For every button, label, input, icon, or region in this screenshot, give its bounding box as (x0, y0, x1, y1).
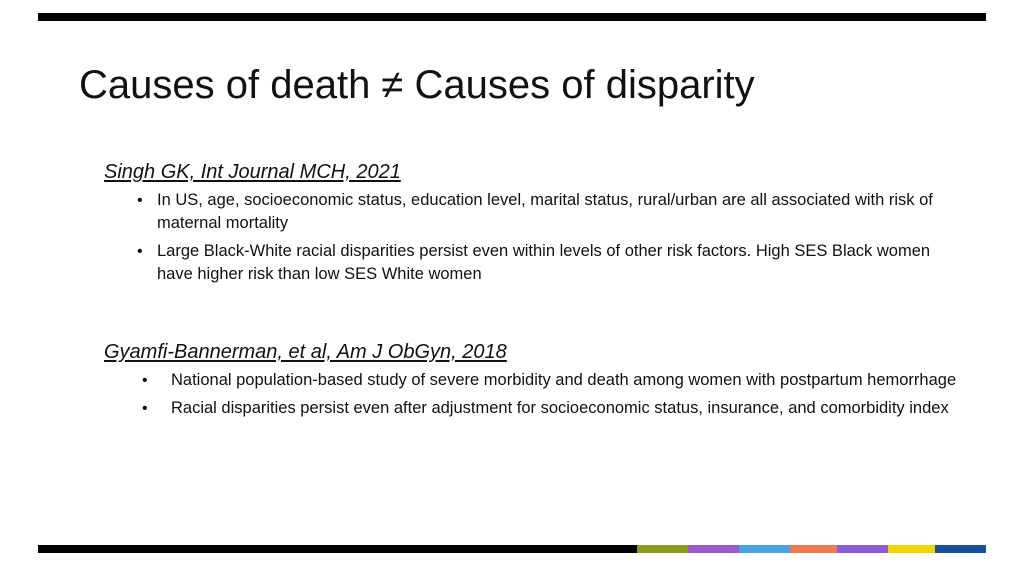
bottom-bar-color-segment (688, 545, 739, 553)
slide-title: Causes of death ≠ Causes of disparity (79, 63, 755, 107)
reference-section-singh: Singh GK, Int Journal MCH, 2021 • In US,… (104, 159, 964, 291)
bullet-glyph: • (137, 243, 143, 260)
bullet-glyph: • (137, 192, 143, 209)
bullet-list-gyamfi: • National population-based study of sev… (104, 369, 964, 420)
top-rule (38, 13, 986, 21)
bullet-glyph: • (142, 400, 148, 417)
bullet-item: • In US, age, socioeconomic status, educ… (104, 189, 964, 235)
citation-singh: Singh GK, Int Journal MCH, 2021 (104, 161, 401, 183)
bullet-text: National population-based study of sever… (171, 371, 957, 389)
bottom-bar-color-segment (739, 545, 790, 553)
bullet-glyph: • (142, 372, 148, 389)
bullet-text: Racial disparities persist even after ad… (171, 399, 949, 417)
bullet-item: • National population-based study of sev… (104, 369, 964, 392)
bottom-bar-color-segment (888, 545, 935, 553)
bottom-bar-color-segment (790, 545, 837, 553)
bullet-text: In US, age, socioeconomic status, educat… (157, 191, 933, 232)
reference-section-gyamfi: Gyamfi-Bannerman, et al, Am J ObGyn, 201… (104, 339, 964, 425)
bullet-item: • Large Black-White racial disparities p… (104, 240, 964, 286)
bullet-list-singh: • In US, age, socioeconomic status, educ… (104, 189, 964, 286)
citation-gyamfi: Gyamfi-Bannerman, et al, Am J ObGyn, 201… (104, 341, 507, 363)
bottom-bar-black-segment (38, 545, 637, 553)
bottom-bar-color-segment (837, 545, 888, 553)
bottom-bar-color-segment (637, 545, 688, 553)
bullet-item: • Racial disparities persist even after … (104, 397, 964, 420)
bullet-text: Large Black-White racial disparities per… (157, 242, 931, 283)
bottom-accent-bar (38, 545, 986, 553)
bottom-bar-color-segment (935, 545, 986, 553)
